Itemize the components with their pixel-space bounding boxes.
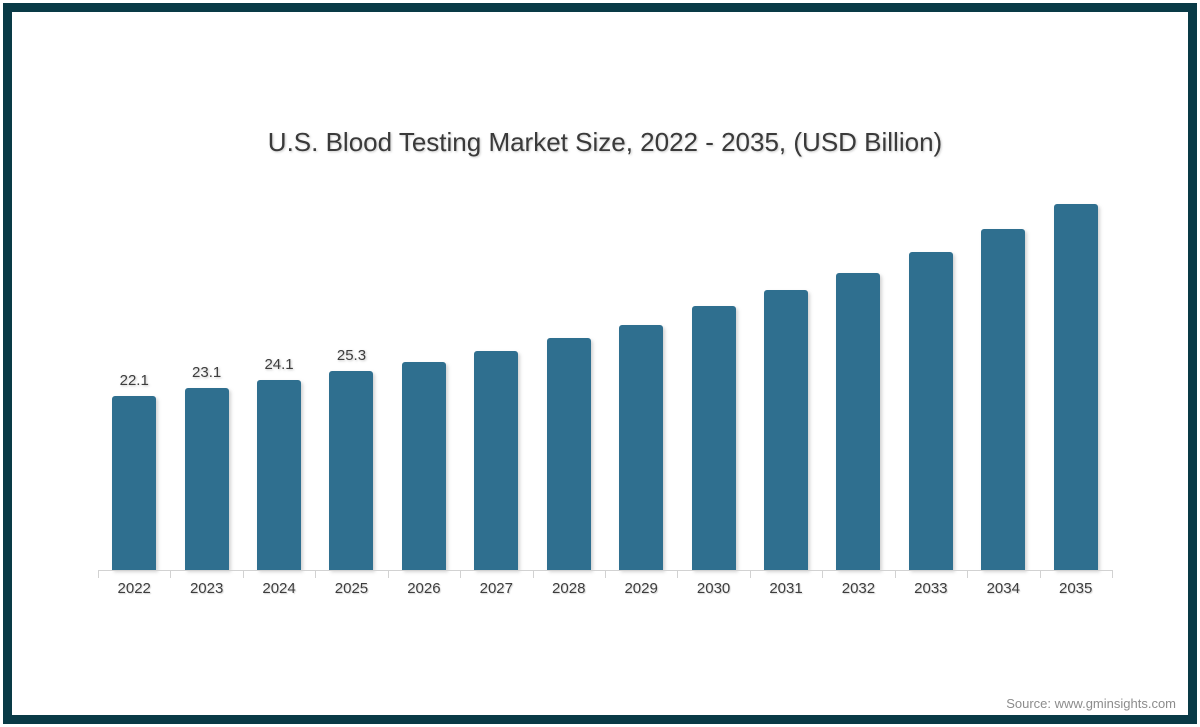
category-cell-2025: 25.3 — [315, 190, 387, 570]
category-cell-2024: 24.1 — [243, 190, 315, 570]
bar-2033 — [908, 252, 953, 570]
bar-2034 — [981, 229, 1026, 570]
plot-area: 22.1 23.1 24.1 25.3 — [98, 190, 1112, 570]
bar-value-label-2023: 23.1 — [192, 364, 222, 381]
category-cell-2035 — [1039, 190, 1111, 570]
category-cell-2033 — [895, 190, 967, 570]
x-axis-label-2029: 2029 — [624, 580, 658, 597]
bar-2028 — [546, 338, 591, 570]
bar-value-label-2025: 25.3 — [336, 347, 367, 364]
bar-2026 — [401, 362, 446, 570]
chart-title: U.S. Blood Testing Market Size, 2022 - 2… — [267, 127, 943, 157]
x-axis-label-2032: 2032 — [841, 580, 876, 597]
x-axis-tick — [533, 570, 534, 578]
bar-2035 — [1053, 204, 1098, 570]
x-axis-labels: 2022 2023 2024 2025 2026 2027 2028 2029 2030 2031… — [98, 580, 1112, 597]
category-cell-2029 — [605, 190, 677, 570]
category-cell-2023: 23.1 — [170, 190, 242, 570]
x-axis-tick — [605, 570, 606, 578]
category-cell-2030 — [677, 190, 749, 570]
x-axis-tick — [1040, 570, 1041, 578]
x-axis-label-2031: 2031 — [769, 580, 803, 597]
x-axis-tick — [243, 570, 244, 578]
category-cell-2032 — [822, 190, 894, 570]
bar-value-label-2024: 24.1 — [264, 356, 294, 373]
x-axis-label-2034: 2034 — [986, 580, 1020, 597]
bar-2027 — [474, 351, 519, 570]
category-cell-2022: 22.1 — [98, 190, 170, 570]
bar-2024 — [257, 380, 302, 570]
category-cell-2027 — [460, 190, 532, 570]
source-attribution: Source: www.gminsights.com — [1006, 696, 1176, 711]
x-axis-tick — [677, 570, 678, 578]
category-cell-2031 — [750, 190, 822, 570]
x-axis-label-2025: 2025 — [334, 580, 369, 597]
x-axis-tick — [967, 570, 968, 578]
x-axis-tick — [315, 570, 316, 578]
bar-value-label-2022: 22.1 — [119, 372, 149, 389]
x-axis-label-2024: 2024 — [262, 580, 296, 597]
x-axis-tick — [822, 570, 823, 578]
bar-2023 — [184, 388, 229, 570]
x-axis-label-2033: 2033 — [914, 580, 948, 597]
x-axis-tick — [170, 570, 171, 578]
category-cell-2028 — [533, 190, 605, 570]
x-axis-tick — [750, 570, 751, 578]
x-axis-tick — [1112, 570, 1113, 578]
category-cell-2026 — [388, 190, 460, 570]
x-axis-tick — [895, 570, 896, 578]
x-axis-label-2030: 2030 — [696, 580, 731, 597]
x-axis-label-2023: 2023 — [189, 580, 224, 597]
bar-2029 — [619, 325, 664, 570]
bar-2025 — [329, 371, 374, 570]
x-axis-tick — [98, 570, 99, 578]
x-axis-tick — [388, 570, 389, 578]
bar-2022 — [112, 396, 157, 570]
bar-2030 — [691, 306, 736, 570]
x-axis-label-2028: 2028 — [552, 580, 586, 597]
x-axis-label-2027: 2027 — [479, 580, 513, 597]
x-axis-label-2022: 2022 — [117, 580, 151, 597]
bar-2032 — [836, 273, 881, 570]
x-axis-label-2035: 2035 — [1059, 580, 1093, 597]
category-cell-2034 — [967, 190, 1039, 570]
bar-2031 — [764, 290, 808, 570]
x-axis-label-2026: 2026 — [407, 580, 441, 597]
x-axis-tick — [460, 570, 461, 578]
